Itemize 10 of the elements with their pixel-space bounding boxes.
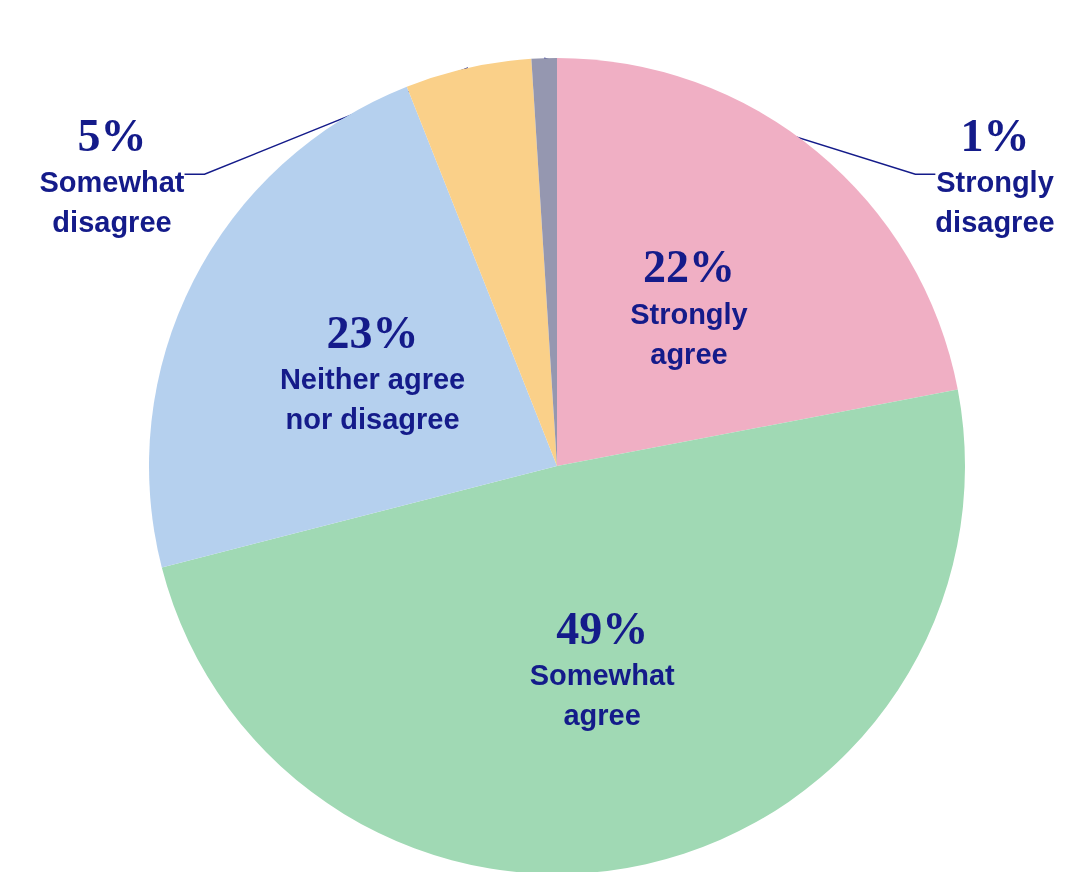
slice-label: Somewhat agree [529,659,676,732]
slice-label: Somewhat disagree [39,166,185,238]
data-label: 49% [556,602,649,654]
slice-label: Strongly disagree [935,166,1055,238]
slice-label: Neither agree nor disagree [279,363,466,436]
slice-label: Strongly agree [630,297,748,370]
data-label: 23% [326,306,419,358]
data-label: 22% [642,241,735,292]
data-label: 1% [960,109,1030,161]
data-label: 5% [77,109,147,161]
